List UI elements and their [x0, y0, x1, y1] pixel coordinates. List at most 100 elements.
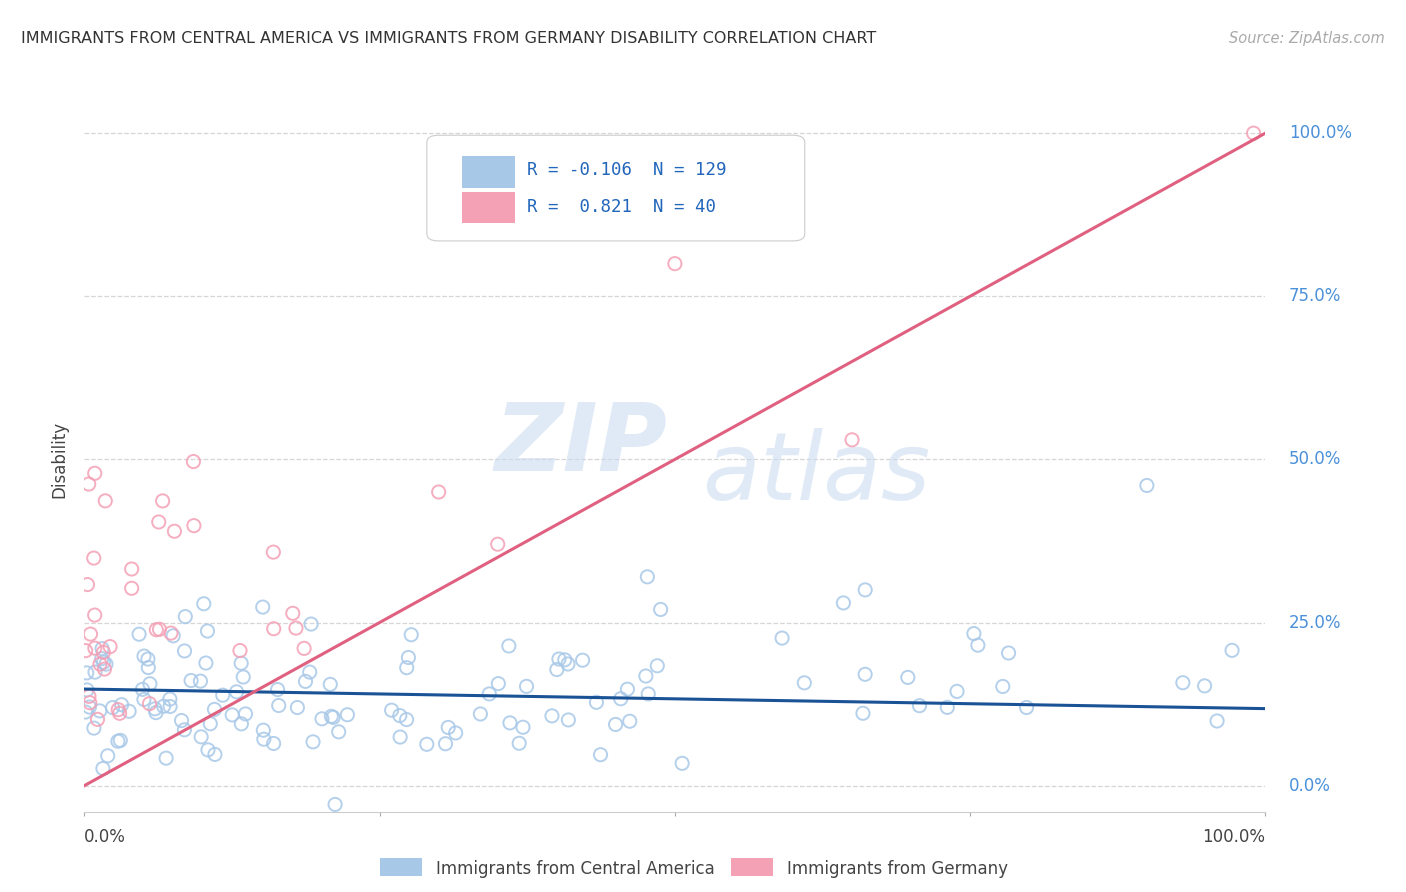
Point	[94, 657, 117, 672]
Point	[396, 650, 419, 665]
Text: R = -0.106  N = 129: R = -0.106 N = 129	[527, 161, 727, 179]
Point	[163, 524, 186, 539]
Point	[107, 703, 129, 717]
Point	[389, 730, 412, 744]
Point	[267, 698, 290, 713]
Point	[963, 626, 986, 640]
Point	[183, 518, 205, 533]
FancyBboxPatch shape	[427, 136, 804, 241]
Point	[170, 714, 193, 728]
Point	[292, 641, 315, 656]
Point	[852, 706, 875, 721]
Point	[145, 623, 167, 637]
Point	[136, 660, 159, 674]
Point	[486, 537, 509, 551]
Point	[897, 670, 920, 684]
Point	[79, 627, 101, 641]
Point	[281, 607, 304, 621]
Point	[194, 656, 217, 670]
Point	[121, 582, 143, 596]
Point	[427, 485, 450, 500]
Point	[93, 662, 115, 676]
Text: R =  0.821  N = 40: R = 0.821 N = 40	[527, 198, 716, 216]
Point	[515, 679, 537, 693]
Point	[110, 698, 132, 712]
Point	[434, 737, 457, 751]
Point	[770, 631, 793, 645]
Point	[395, 713, 418, 727]
Point	[162, 629, 184, 643]
Point	[263, 736, 285, 750]
Point	[89, 657, 111, 671]
Point	[107, 734, 129, 748]
Point	[557, 657, 579, 671]
Point	[298, 665, 321, 679]
Point	[83, 467, 105, 481]
Point	[83, 551, 105, 566]
Point	[94, 493, 117, 508]
Point	[1194, 679, 1216, 693]
Point	[388, 708, 411, 723]
Point	[173, 723, 195, 737]
Point	[832, 596, 855, 610]
Text: 25.0%: 25.0%	[1289, 614, 1341, 632]
Point	[541, 709, 564, 723]
Point	[231, 716, 253, 731]
Point	[79, 700, 101, 714]
Point	[416, 737, 439, 751]
Point	[131, 682, 153, 697]
Point	[128, 627, 150, 641]
Point	[75, 705, 97, 719]
Point	[118, 704, 141, 718]
Point	[936, 700, 959, 714]
Point	[1015, 700, 1038, 714]
Point	[83, 608, 105, 623]
Point	[108, 706, 131, 721]
Point	[1206, 714, 1229, 728]
Point	[139, 677, 162, 691]
Point	[160, 626, 183, 640]
Point	[180, 673, 202, 688]
Point	[908, 698, 931, 713]
Point	[155, 751, 177, 765]
Point	[262, 545, 284, 559]
Point	[83, 721, 105, 735]
Text: Immigrants from Germany: Immigrants from Germany	[787, 860, 1008, 878]
Point	[1171, 675, 1194, 690]
Point	[609, 691, 631, 706]
Point	[946, 684, 969, 698]
Point	[211, 688, 233, 702]
Point	[79, 696, 101, 710]
Point	[252, 723, 274, 738]
Point	[197, 624, 219, 638]
Point	[148, 515, 170, 529]
Text: atlas: atlas	[703, 428, 931, 519]
Point	[997, 646, 1019, 660]
Point	[93, 655, 115, 669]
Point	[266, 682, 288, 697]
Point	[190, 730, 212, 744]
Point	[381, 703, 404, 717]
Point	[284, 621, 307, 635]
Point	[470, 706, 492, 721]
Point	[138, 697, 160, 711]
Text: Immigrants from Central America: Immigrants from Central America	[436, 860, 714, 878]
Point	[235, 706, 257, 721]
Point	[634, 669, 657, 683]
Point	[645, 658, 668, 673]
Point	[159, 692, 181, 706]
Point	[616, 682, 638, 697]
Text: ZIP: ZIP	[494, 400, 666, 491]
Point	[319, 677, 342, 691]
Point	[585, 695, 607, 709]
Point	[193, 597, 215, 611]
Text: IMMIGRANTS FROM CENTRAL AMERICA VS IMMIGRANTS FROM GERMANY DISABILITY CORRELATIO: IMMIGRANTS FROM CENTRAL AMERICA VS IMMIG…	[21, 31, 876, 46]
Point	[173, 644, 195, 658]
Point	[498, 639, 520, 653]
Point	[110, 733, 132, 747]
Point	[76, 682, 98, 697]
Point	[183, 454, 205, 468]
Point	[91, 762, 114, 776]
Point	[328, 724, 350, 739]
Point	[197, 743, 219, 757]
